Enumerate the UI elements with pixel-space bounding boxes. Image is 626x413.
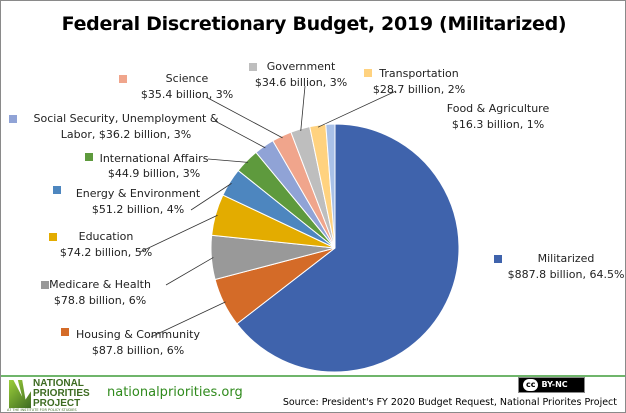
slice-label: Transportation <box>379 67 459 80</box>
label-marker <box>364 69 372 77</box>
pie-slice-militarized <box>236 123 460 373</box>
license-text: BY-NC <box>541 380 568 389</box>
leader-line <box>150 301 226 338</box>
label-marker <box>53 186 61 194</box>
logo-line-3: PROJECT <box>33 398 81 409</box>
cc-icon: cc <box>523 379 539 391</box>
leader-line <box>190 183 232 211</box>
leader-line <box>139 214 218 253</box>
slice-label: Government <box>266 60 336 73</box>
slice-label: Medicare & Health <box>49 278 151 291</box>
leader-line <box>165 257 214 286</box>
slice-label: International Affairs <box>99 152 209 165</box>
slice-value-label: $78.8 billion, 6% <box>53 294 147 307</box>
logo-line-2: PRIORITIES <box>33 388 90 399</box>
slice-value-label: $51.2 billion, 4% <box>91 203 185 216</box>
slice-value-label: $34.6 billion, 3% <box>254 76 348 89</box>
slice-label: Militarized <box>537 252 595 265</box>
label-marker <box>249 63 257 71</box>
leader-line <box>205 96 283 139</box>
label-marker <box>119 75 127 83</box>
license-badge: cc BY-NC <box>518 377 585 393</box>
label-marker <box>49 233 57 241</box>
slice-value-label: $44.9 billion, 3% <box>107 167 201 180</box>
slice-value-label: Labor, $36.2 billion, 3% <box>60 128 192 141</box>
slice-value-label: $16.3 billion, 1% <box>451 118 545 131</box>
leader-line <box>317 90 397 128</box>
chart-title: Federal Discretionary Budget, 2019 (Mili… <box>61 13 567 35</box>
slice-value-label: $28.7 billion, 2% <box>372 83 466 96</box>
label-marker <box>61 328 69 336</box>
website-link[interactable]: nationalpriorities.org <box>107 385 243 400</box>
slice-value-label: $87.8 billion, 6% <box>91 344 185 357</box>
slice-value-label: $35.4 billion, 3% <box>140 88 234 101</box>
leader-line <box>207 158 249 163</box>
slice-value-label: $887.8 billion, 64.5% <box>507 268 625 281</box>
logo-subtitle: AT THE INSTITUTE FOR POLICY STUDIES <box>7 408 77 412</box>
slice-value-label: $74.2 billion, 5% <box>59 246 153 259</box>
label-marker <box>9 115 17 123</box>
label-marker <box>494 255 502 263</box>
slice-label: Food & Agriculture <box>446 102 550 115</box>
logo-rays-icon <box>9 380 31 408</box>
label-marker <box>41 281 49 289</box>
slice-label: Education <box>78 230 134 243</box>
label-marker <box>85 153 93 161</box>
npp-logo: NATIONAL PRIORITIES PROJECT AT THE INSTI… <box>7 378 107 413</box>
logo-line-1: NATIONAL <box>33 378 84 389</box>
slice-label: Science <box>165 72 209 85</box>
source-note: Source: President's FY 2020 Budget Reque… <box>282 397 617 408</box>
slice-label: Housing & Community <box>76 328 200 341</box>
slice-label: Social Security, Unemployment & <box>33 112 219 125</box>
slice-label: Energy & Environment <box>75 187 201 200</box>
leader-line <box>214 120 266 149</box>
pie-slice-food-agriculture <box>325 123 336 249</box>
leader-line <box>300 85 306 131</box>
footer-divider <box>1 375 625 377</box>
